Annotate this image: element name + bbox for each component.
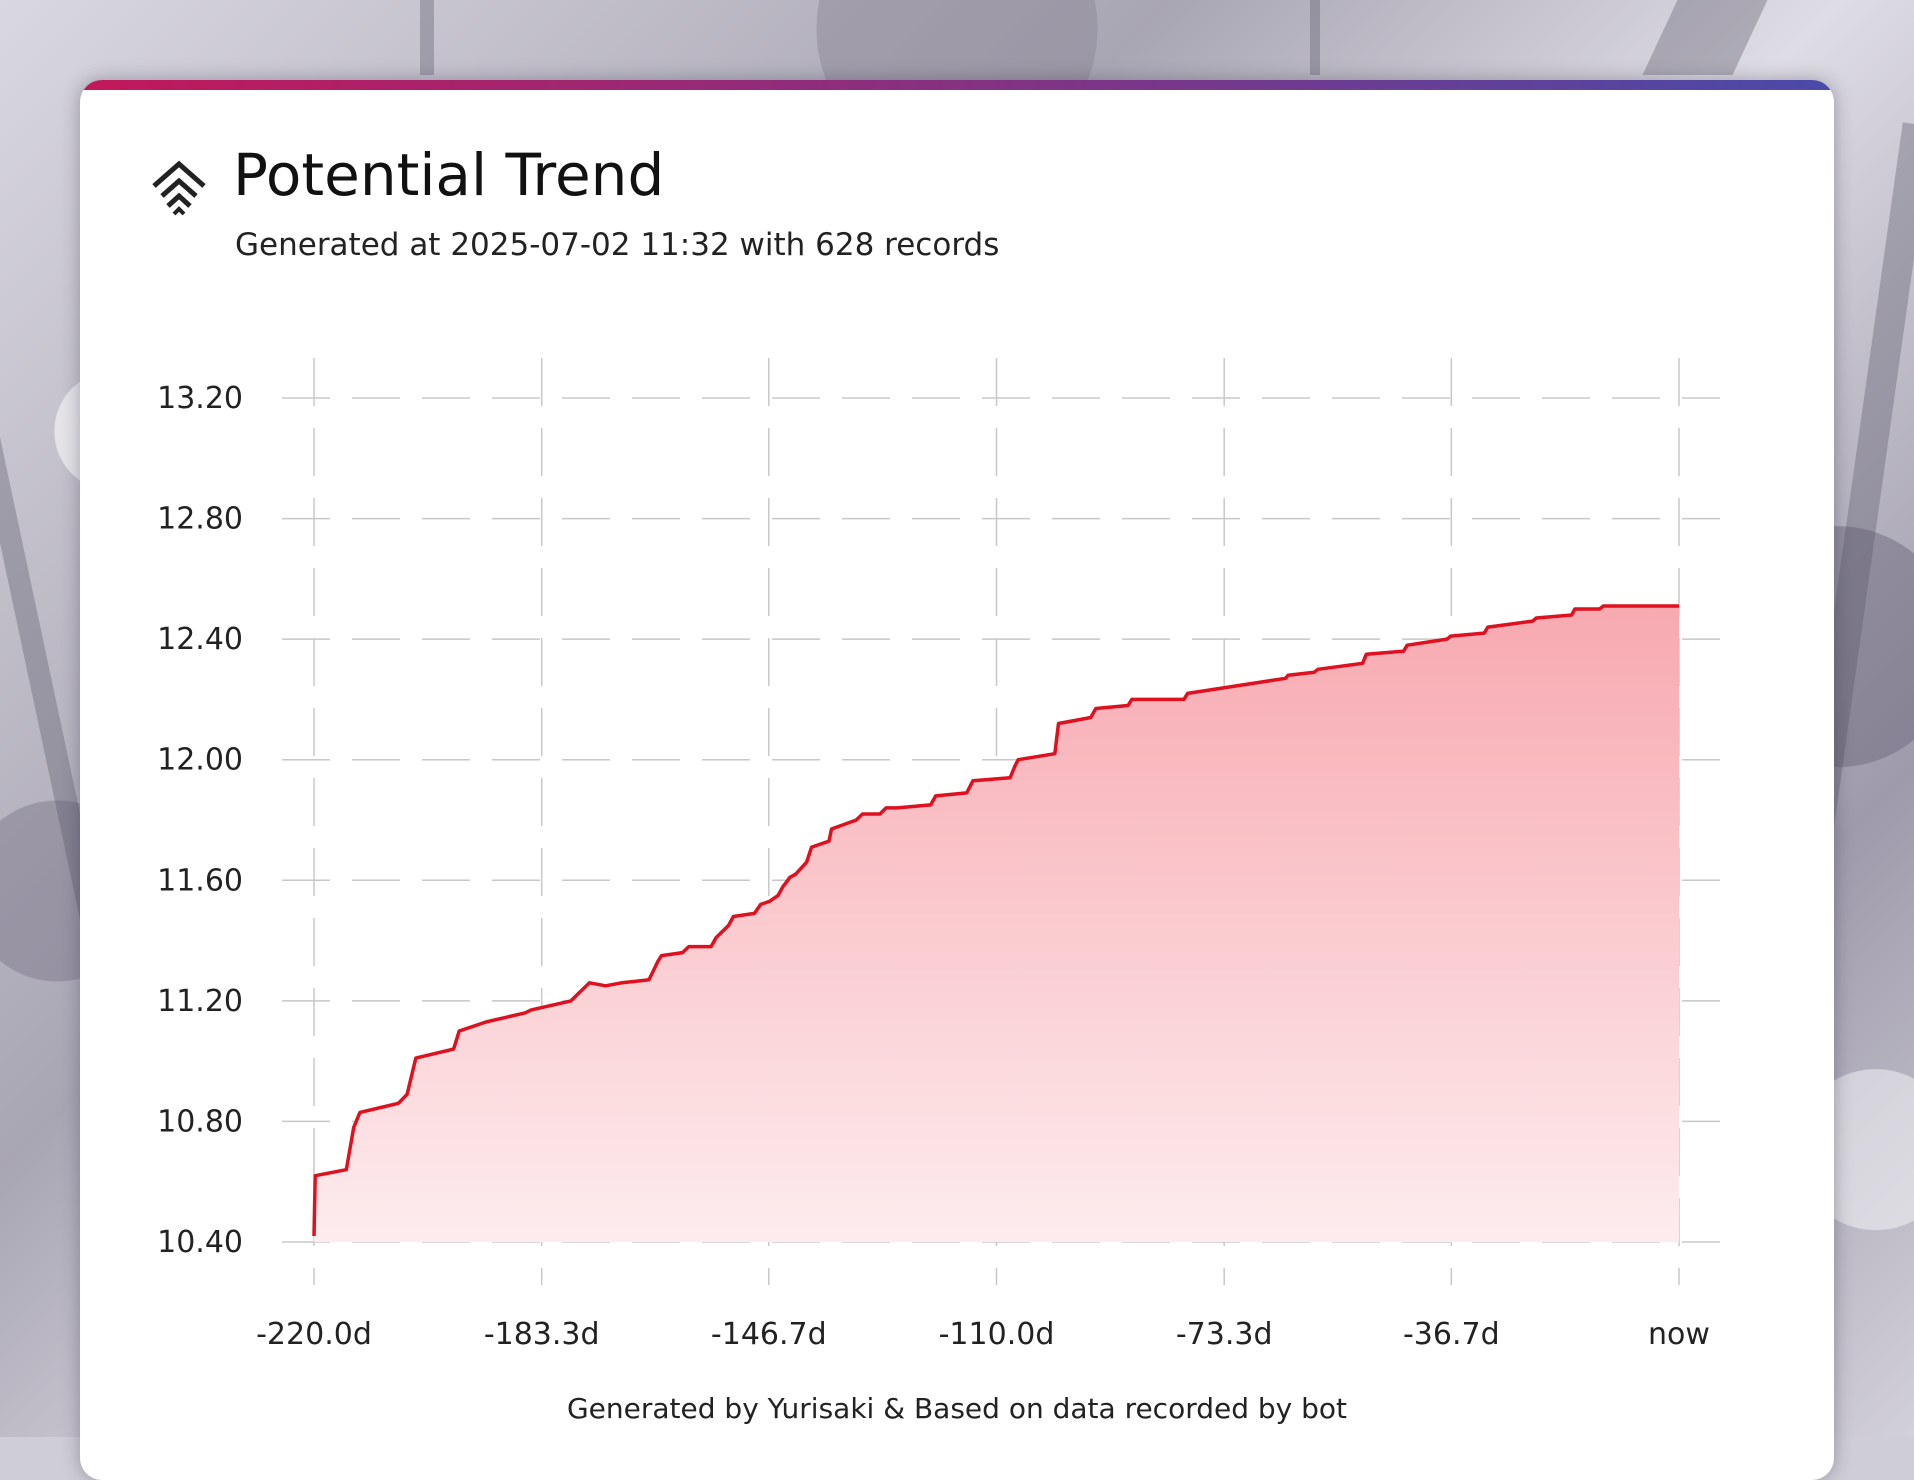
x-tick-label: -220.0d	[256, 1317, 372, 1352]
page-title: Potential Trend	[233, 141, 665, 209]
y-tick-label: 12.00	[157, 743, 243, 778]
series-line	[312, 604, 1679, 1237]
y-tick-label: 12.80	[157, 502, 243, 537]
x-tick-label: -110.0d	[939, 1317, 1055, 1352]
x-tick-label: -146.7d	[711, 1317, 827, 1352]
area-layer	[312, 604, 1679, 1242]
x-tick-label: -73.3d	[1176, 1317, 1273, 1352]
y-tick-label: 12.40	[157, 622, 243, 657]
chevron-stack-icon	[152, 160, 206, 216]
y-tick-label: 13.20	[157, 381, 243, 416]
x-tick-label: now	[1648, 1317, 1710, 1352]
y-tick-label: 10.40	[157, 1225, 243, 1260]
page-subtitle: Generated at 2025-07-02 11:32 with 628 r…	[235, 227, 1000, 263]
x-tick-label: -183.3d	[484, 1317, 600, 1352]
y-tick-label: 11.20	[157, 984, 243, 1019]
accent-bar	[80, 80, 1834, 90]
y-tick-label: 10.80	[157, 1104, 243, 1139]
y-tick-label: 11.60	[157, 863, 243, 898]
series-area	[314, 606, 1679, 1242]
x-tick-label: -36.7d	[1403, 1317, 1500, 1352]
footer-credit: Generated by Yurisaki & Based on data re…	[566, 1392, 1348, 1425]
trend-chart: 10.40 10.80 11.20 11.60 12.00 12.40 12.80 13.20…	[157, 358, 1720, 1352]
chart-card: Potential Trend Generated at 2025-07-02 …	[80, 80, 1834, 1480]
axis-labels: 10.40 10.80 11.20 11.60 12.00 12.40 12.80 13.20…	[157, 381, 1710, 1352]
